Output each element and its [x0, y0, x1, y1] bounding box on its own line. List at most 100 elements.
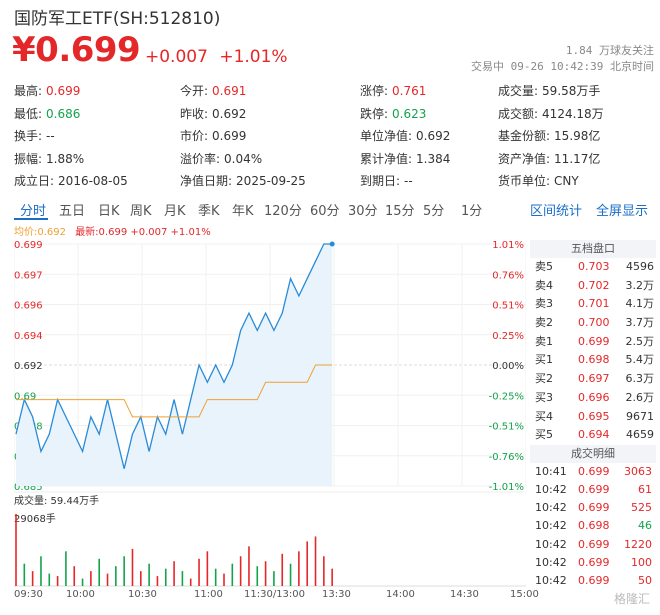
trade-time: 10:42 — [535, 574, 567, 587]
tab-11[interactable]: 5分 — [423, 204, 445, 219]
trade-time: 10:41 — [535, 464, 567, 478]
tab-3[interactable]: 周K — [130, 204, 152, 219]
orderbook-side: 卖4 — [535, 278, 553, 292]
intraday-chart[interactable]: 0.699 1.01% 0.697 0.76% 0.696 0.51% 0.694 0.25%… — [14, 236, 526, 596]
orderbook-price: 0.701 — [578, 297, 610, 311]
stat-value: CNY — [554, 174, 579, 188]
stat-value: 0.699 — [212, 129, 247, 143]
stat-value: 59.58万手 — [542, 84, 601, 98]
chart-tabs: 分时 五日 日K 周K 月K 季K 年K 120分 60分 30分 15分 5分 1分 区间统计 全屏显示 — [14, 198, 656, 220]
stat-value: 0.692 — [212, 106, 247, 121]
tab-10[interactable]: 15分 — [385, 204, 415, 219]
page-title: 国防军工ETF(SH:512810) — [14, 9, 221, 29]
volume-bar — [131, 548, 134, 586]
x-tick-label: 09:30 — [14, 589, 43, 600]
followers-count[interactable]: 1.84 万球友关注 — [565, 44, 654, 57]
orderbook-side: 卖3 — [535, 297, 553, 311]
volume-bar — [81, 578, 84, 586]
chart-legend: 均价:0.692 最新:0.699 +0.007 +1.01% — [14, 223, 211, 238]
y-tick-percent: 0.00% — [492, 361, 524, 372]
stat-label: 累计净值: — [360, 151, 413, 166]
stat-item: 到期日: -- — [360, 172, 413, 189]
stat-label: 换手: — [14, 129, 43, 143]
orderbook-volume: 2.5万 — [625, 334, 655, 348]
trade-time: 10:42 — [535, 555, 567, 569]
y-tick-percent: 1.01% — [492, 240, 524, 251]
avg-price-line — [16, 364, 333, 418]
x-tick-label: 13:30 — [322, 589, 351, 600]
trade-row: 10:42 0.699 50 — [530, 572, 656, 590]
volume-bar — [106, 573, 109, 586]
volume-bar — [31, 571, 34, 586]
fullscreen-button[interactable]: 全屏显示 — [596, 204, 649, 219]
avg-price-legend: 均价:0.692 — [14, 227, 66, 238]
stat-label: 单位净值: — [360, 129, 413, 143]
x-tick-label: 14:30 — [450, 589, 479, 600]
stat-label: 昨收: — [180, 106, 209, 121]
orderbook-side: 买1 — [535, 353, 553, 367]
volume-bar — [164, 568, 167, 586]
stat-value: 15.98亿 — [554, 129, 601, 143]
stat-value: -- — [46, 129, 55, 143]
orderbook-volume: 4596 — [626, 260, 654, 273]
volume-bar — [189, 578, 192, 586]
orderbook-row: 买3 0.696 2.6万 — [530, 389, 656, 408]
orderbook-row: 卖5 0.703 4596 — [530, 258, 656, 277]
y-tick-percent: 0.25% — [492, 331, 524, 342]
orderbook-volume: 9671 — [626, 409, 654, 423]
orderbook-price: 0.698 — [578, 353, 610, 367]
volume-bar — [115, 566, 117, 586]
volume-max-label: 29068手 — [14, 512, 56, 525]
orderbook-volume: 2.6万 — [625, 390, 655, 404]
stat-item: 净值日期: 2025-09-25 — [180, 172, 306, 189]
volume-bar — [73, 566, 76, 586]
change-percent: +1.01% — [219, 47, 288, 67]
range-stats-button[interactable]: 区间统计 — [530, 204, 583, 219]
trade-price: 0.699 — [578, 483, 610, 497]
trade-volume: 3063 — [624, 464, 652, 478]
orderbook-volume: 6.3万 — [625, 372, 655, 386]
volume-bar — [264, 561, 267, 586]
orderbook-row: 买4 0.695 9671 — [530, 408, 656, 427]
stat-item: 跌停: 0.623 — [360, 105, 426, 122]
stat-value: -- — [404, 174, 413, 188]
tab-8[interactable]: 60分 — [310, 204, 340, 219]
orderbook-row: 买2 0.697 6.3万 — [530, 370, 656, 389]
volume-bar — [181, 571, 184, 586]
orderbook-volume: 3.2万 — [625, 278, 655, 292]
last-price-dot — [329, 241, 335, 247]
volume-bar — [48, 573, 51, 586]
y-tick-percent: -0.76% — [489, 452, 524, 463]
stat-item: 振幅: 1.88% — [14, 150, 84, 167]
orderbook-price: 0.703 — [578, 260, 610, 273]
orderbook-row: 买5 0.694 4659 — [530, 426, 656, 445]
volume-bar — [198, 558, 200, 586]
tab-1[interactable]: 五日 — [59, 204, 86, 219]
tab-6[interactable]: 年K — [232, 204, 254, 219]
stat-item: 成立日: 2016-08-05 — [14, 172, 128, 189]
current-price: ¥0.699 — [12, 30, 141, 70]
stat-label: 成交量: — [498, 84, 539, 98]
trade-price: 0.699 — [578, 537, 610, 551]
tab-7[interactable]: 120分 — [264, 204, 302, 219]
orderbook-title: 五档盘口 — [530, 240, 656, 258]
volume-bar — [214, 568, 217, 586]
tab-5[interactable]: 季K — [198, 204, 220, 219]
tab-12[interactable]: 1分 — [461, 204, 483, 219]
volume-bar — [140, 571, 142, 586]
y-tick-percent: 0.51% — [492, 301, 524, 312]
tab-2[interactable]: 日K — [98, 204, 120, 219]
tab-0[interactable]: 分时 — [20, 204, 47, 219]
orderbook-volume: 4659 — [626, 428, 654, 442]
stat-label: 最低: — [14, 106, 43, 121]
trade-price: 0.699 — [578, 501, 610, 515]
trade-time: 10:42 — [535, 537, 567, 551]
orderbook-row: 卖2 0.700 3.7万 — [530, 314, 656, 333]
volume-bar — [331, 568, 333, 586]
orderbook-price: 0.695 — [578, 409, 610, 423]
volume-bar — [223, 573, 225, 586]
tab-9[interactable]: 30分 — [348, 204, 378, 219]
orderbook-volume: 3.7万 — [625, 316, 655, 330]
trade-volume: 1220 — [624, 537, 652, 551]
tab-4[interactable]: 月K — [164, 204, 186, 219]
